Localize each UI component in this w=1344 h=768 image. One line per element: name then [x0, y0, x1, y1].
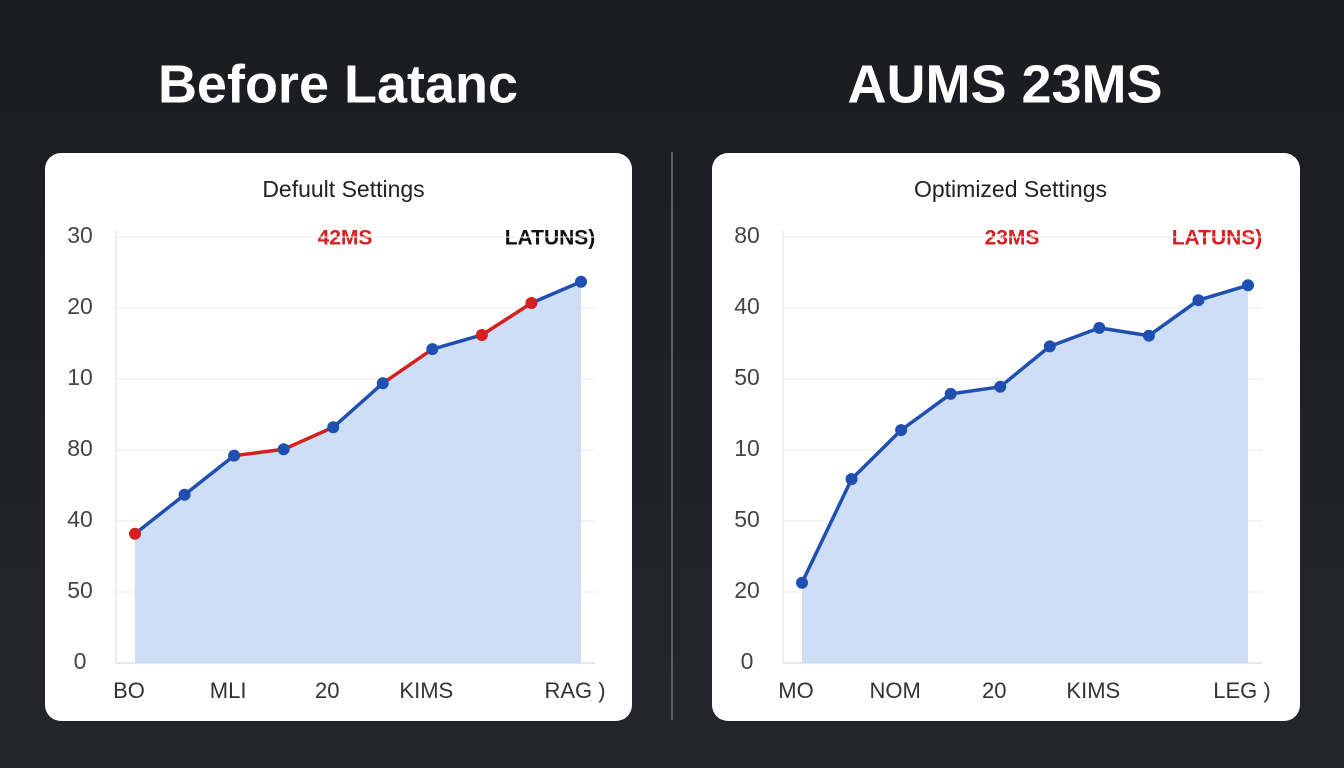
line-segment: [529, 279, 583, 305]
point: [376, 377, 389, 390]
y-tick-label: 0: [74, 648, 87, 674]
line-segment: [480, 301, 534, 337]
x-tick-label: NOM: [869, 678, 920, 703]
point: [895, 424, 908, 437]
point: [525, 297, 538, 310]
point: [944, 387, 957, 400]
x-tick-label: KIMS: [1066, 678, 1120, 703]
x-tick-label: 20: [315, 678, 339, 703]
y-tick-label: 10: [734, 435, 760, 461]
point: [796, 576, 808, 589]
y-tick-label: 50: [67, 577, 93, 603]
x-tick-label: BO: [113, 678, 145, 703]
line-segment: [133, 492, 187, 536]
line-segment: [331, 381, 385, 430]
y-tick-label: 80: [734, 222, 760, 248]
y-tick-label: 20: [734, 577, 760, 603]
annotation: LATUNS): [1172, 227, 1263, 250]
point: [129, 527, 141, 540]
annotation: 42MS: [318, 227, 373, 250]
point: [475, 328, 488, 341]
line-segment: [381, 347, 435, 386]
point: [277, 443, 290, 456]
y-tick-label: 50: [734, 364, 760, 390]
point: [228, 449, 241, 462]
x-tick-label: MO: [778, 678, 813, 703]
y-tick-label: 20: [67, 293, 93, 319]
y-tick-label: 40: [734, 293, 760, 319]
heading: AUMS 23MS: [847, 54, 1162, 114]
line-segment: [430, 333, 484, 351]
point: [1192, 294, 1205, 307]
area: [135, 281, 581, 663]
annotation: LATUNS): [505, 227, 596, 250]
point: [1043, 340, 1056, 353]
x-tick-label: MLI: [210, 678, 247, 703]
x-tick-label: 20: [982, 678, 1006, 703]
point: [845, 473, 858, 486]
line-segment: [849, 428, 903, 481]
point: [994, 380, 1007, 393]
line-segment: [1097, 326, 1151, 338]
point: [1142, 329, 1155, 342]
line-segment: [232, 447, 286, 458]
x-tick-label: RAG ): [544, 678, 605, 703]
line-segment: [182, 453, 236, 497]
chart-title: Defuult Settings: [262, 176, 424, 202]
x-tick-label: KIMS: [399, 678, 453, 703]
chart-title: Optimized Settings: [914, 176, 1107, 202]
point: [575, 275, 587, 288]
y-tick-label: 50: [734, 506, 760, 532]
point: [178, 488, 191, 501]
point: [1242, 279, 1254, 292]
y-tick-label: 80: [67, 435, 93, 461]
line-segment: [899, 392, 953, 432]
line-segment: [1147, 298, 1201, 338]
y-tick-label: 30: [67, 222, 93, 248]
line-segment: [948, 385, 1002, 396]
point: [426, 343, 439, 356]
annotation: 23MS: [985, 227, 1040, 250]
line-segment: [800, 477, 854, 585]
line-segment: [998, 344, 1052, 389]
area: [802, 285, 1248, 663]
point: [327, 421, 340, 434]
line-segment: [281, 425, 335, 452]
y-tick-label: 10: [67, 364, 93, 390]
point: [1093, 321, 1106, 334]
line-segment: [1048, 326, 1102, 349]
line-segment: [1196, 283, 1250, 302]
y-tick-label: 40: [67, 506, 93, 532]
heading: Before Latanc: [158, 54, 518, 114]
x-tick-label: LEG ): [1213, 678, 1270, 703]
y-tick-label: 0: [741, 648, 754, 674]
